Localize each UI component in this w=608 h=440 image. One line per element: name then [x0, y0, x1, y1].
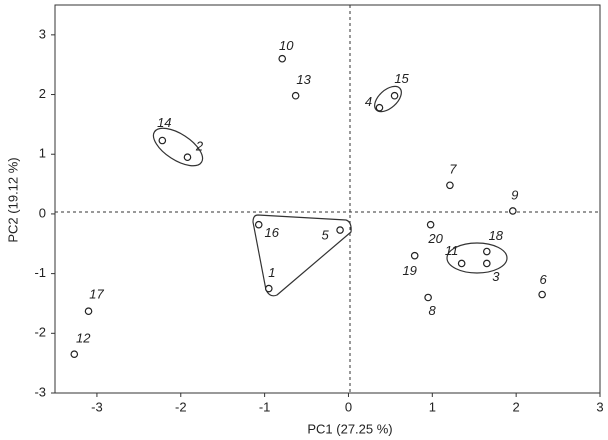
point [457, 259, 466, 268]
point [70, 350, 79, 359]
point-label: 4 [365, 94, 372, 109]
point-label: 9 [511, 187, 518, 202]
point [426, 220, 435, 229]
point [278, 54, 287, 63]
point [265, 284, 273, 293]
point-label: 20 [427, 231, 443, 246]
group-ellipse [374, 85, 402, 113]
x-tick-label: 2 [513, 399, 520, 414]
point [375, 103, 384, 112]
x-tick-label: -2 [175, 399, 187, 414]
y-tick-label: -3 [34, 384, 46, 399]
y-tick-label: -1 [34, 265, 46, 280]
point-label: 14 [157, 115, 171, 130]
point [254, 220, 263, 229]
point-label: 10 [279, 38, 294, 53]
point-label: 1 [268, 265, 275, 280]
x-tick-label: 0 [345, 399, 352, 414]
x-tick-label: 1 [429, 399, 436, 414]
point-label: 11 [445, 243, 459, 258]
x-tick-label: -3 [91, 399, 103, 414]
point-label: 16 [265, 225, 280, 240]
point [483, 247, 491, 256]
point [183, 153, 192, 162]
point-label: 6 [540, 272, 548, 287]
point-label: 8 [428, 303, 436, 318]
point [390, 91, 399, 100]
plot-frame [54, 4, 601, 394]
point-label: 18 [489, 228, 504, 243]
y-tick-label: 0 [39, 205, 46, 220]
x-axis-label: PC1 (27.25 %) [307, 421, 392, 436]
point-label: 5 [321, 227, 329, 242]
group-polygon [252, 214, 352, 297]
y-tick-label: 3 [39, 26, 46, 41]
group-ellipse [446, 242, 508, 274]
point-label: 7 [449, 162, 457, 177]
point [483, 259, 491, 268]
point-label: 3 [492, 269, 500, 284]
point [158, 136, 167, 145]
group-ellipse [152, 127, 204, 167]
y-axis-label: PC2 (19.12 %) [5, 157, 20, 242]
x-tick-label: -1 [259, 399, 271, 414]
point [84, 307, 93, 316]
point-label: 17 [89, 287, 104, 302]
point [336, 226, 344, 234]
point [446, 181, 454, 190]
point-label: 2 [195, 139, 204, 154]
point-label: 12 [76, 331, 91, 346]
point [424, 293, 432, 302]
point [538, 290, 546, 299]
x-tick-label: 3 [596, 399, 603, 414]
point [410, 251, 419, 260]
point [508, 207, 517, 215]
point-label: 13 [296, 72, 311, 87]
y-tick-label: -2 [34, 325, 46, 340]
point [291, 91, 300, 100]
y-tick-label: 2 [39, 86, 46, 101]
y-tick-label: 1 [39, 146, 46, 161]
point-label: 15 [394, 71, 409, 86]
point-label: 19 [402, 263, 416, 278]
